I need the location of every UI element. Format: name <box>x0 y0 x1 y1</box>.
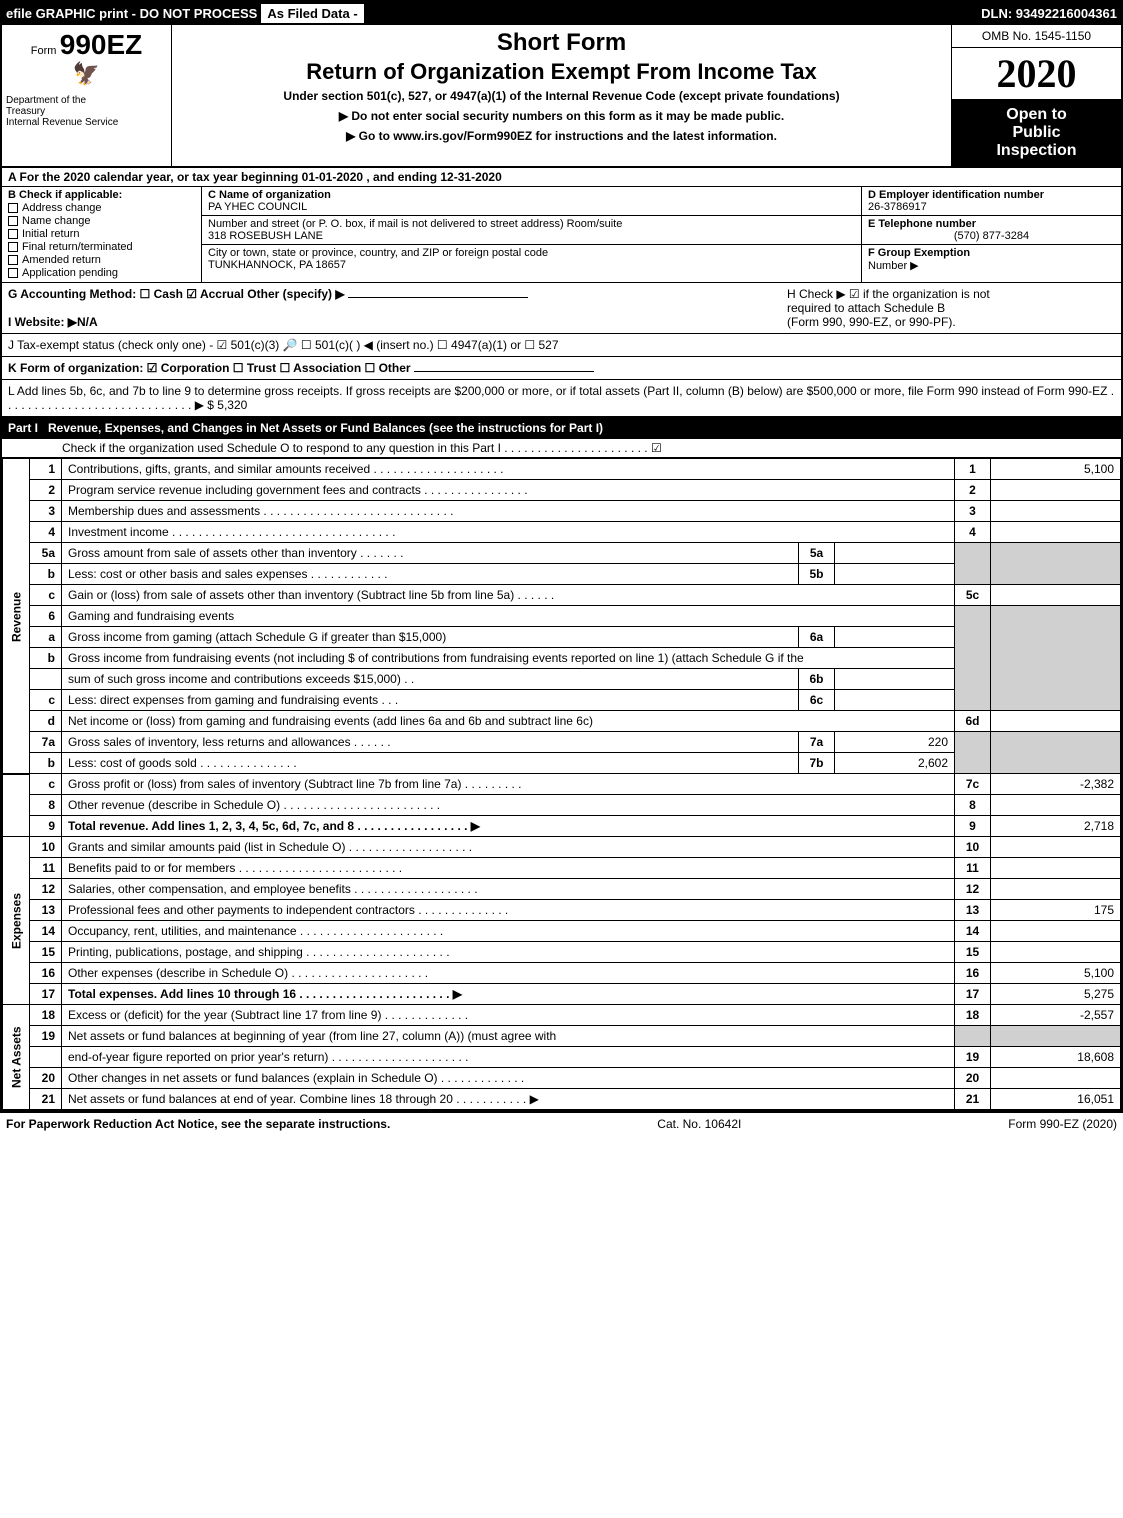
dln-label: DLN: 93492216004361 <box>981 6 1117 21</box>
line-6a-value <box>835 627 955 648</box>
line-7a-value: 220 <box>835 732 955 753</box>
street-address: 318 ROSEBUSH LANE <box>208 230 855 242</box>
telephone: (570) 877-3284 <box>868 230 1115 242</box>
line-8-value <box>991 795 1121 816</box>
line-6d-value <box>991 711 1121 732</box>
footer-center: Cat. No. 10642I <box>657 1117 741 1131</box>
line-g: G Accounting Method: ☐ Cash ☑ Accrual Ot… <box>8 287 345 301</box>
part-1-check: Check if the organization used Schedule … <box>2 439 1121 458</box>
line-6b-value <box>835 669 955 690</box>
line-13-value: 175 <box>991 900 1121 921</box>
e-label: E Telephone number <box>868 218 1115 230</box>
ein: 26-3786917 <box>868 201 1115 213</box>
line-i: I Website: ▶N/A <box>8 315 98 329</box>
line-l: L Add lines 5b, 6c, and 7b to line 9 to … <box>2 380 1121 417</box>
line-6c-value <box>835 690 955 711</box>
checkbox-application-pending[interactable] <box>8 268 18 278</box>
line-5a-value <box>835 543 955 564</box>
line-2-value <box>991 480 1121 501</box>
short-form-label: Short Form <box>180 29 943 57</box>
footer-right: Form 990-EZ (2020) <box>1008 1117 1117 1131</box>
part-1-title: Revenue, Expenses, and Changes in Net As… <box>48 421 603 435</box>
page-footer: For Paperwork Reduction Act Notice, see … <box>0 1112 1123 1135</box>
line-a: A For the 2020 calendar year, or tax yea… <box>2 168 1121 187</box>
line-4-value <box>991 522 1121 543</box>
line-7b-value: 2,602 <box>835 753 955 774</box>
line-14-value <box>991 921 1121 942</box>
do-not-enter: ▶ Do not enter social security numbers o… <box>180 109 943 123</box>
department-label: Department of the Treasury Internal Reve… <box>6 95 167 128</box>
line-10-value <box>991 837 1121 858</box>
irs-eagle-icon: 🦅 <box>6 61 167 87</box>
line-3-value <box>991 501 1121 522</box>
open-to-public: Open to Public Inspection <box>952 100 1121 166</box>
omb-number: OMB No. 1545-1150 <box>952 25 1121 48</box>
checkbox-amended[interactable] <box>8 255 18 265</box>
header-left: Form 990EZ 🦅 Department of the Treasury … <box>2 25 172 166</box>
checkbox-initial-return[interactable] <box>8 229 18 239</box>
under-section: Under section 501(c), 527, or 4947(a)(1)… <box>180 89 943 103</box>
line-1-value: 5,100 <box>991 459 1121 480</box>
line-16-value: 5,100 <box>991 963 1121 984</box>
form-prefix: Form <box>31 45 57 57</box>
line-18-value: -2,557 <box>991 1005 1121 1026</box>
line-17-value: 5,275 <box>991 984 1121 1005</box>
revenue-table: Revenue 1 Contributions, gifts, grants, … <box>2 458 1121 1110</box>
expenses-section-label: Expenses <box>3 837 30 1005</box>
city-label: City or town, state or province, country… <box>208 247 855 259</box>
line-5c-value <box>991 585 1121 606</box>
c-label: C Name of organization <box>208 189 855 201</box>
street-label: Number and street (or P. O. box, if mail… <box>208 218 855 230</box>
line-20-value <box>991 1068 1121 1089</box>
line-12-value <box>991 879 1121 900</box>
check-if-applicable: B Check if applicable: Address change Na… <box>2 187 202 282</box>
checkbox-final-return[interactable] <box>8 242 18 252</box>
line-19-value: 18,608 <box>991 1047 1121 1068</box>
form-990ez: efile GRAPHIC print - DO NOT PROCESS As … <box>0 0 1123 1112</box>
org-form-other-input[interactable] <box>414 371 594 372</box>
city-state-zip: TUNKHANNOCK, PA 18657 <box>208 259 855 271</box>
as-filed-label: As Filed Data - <box>261 4 363 23</box>
checkbox-name-change[interactable] <box>8 216 18 226</box>
efile-label: efile GRAPHIC print - DO NOT PROCESS <box>6 6 257 21</box>
header-right: OMB No. 1545-1150 2020 Open to Public In… <box>951 25 1121 166</box>
b-heading: B Check if applicable: <box>8 189 195 201</box>
part-1-header: Part I Revenue, Expenses, and Changes in… <box>2 417 1121 439</box>
form-header: Form 990EZ 🦅 Department of the Treasury … <box>2 25 1121 168</box>
line-21-value: 16,051 <box>991 1089 1121 1110</box>
d-label: D Employer identification number <box>868 189 1115 201</box>
line-k: K Form of organization: ☑ Corporation ☐ … <box>2 357 1121 380</box>
right-info: D Employer identification number 26-3786… <box>861 187 1121 282</box>
org-info: C Name of organization PA YHEC COUNCIL N… <box>202 187 861 282</box>
line-7c-value: -2,382 <box>991 774 1121 795</box>
f-label2: Number ▶ <box>868 260 919 272</box>
goto-link: ▶ Go to www.irs.gov/Form990EZ for instru… <box>180 129 943 143</box>
part-1-label: Part I <box>8 421 38 435</box>
line-15-value <box>991 942 1121 963</box>
tax-year: 2020 <box>952 48 1121 100</box>
form-code: 990EZ <box>60 29 143 60</box>
line-g-h: G Accounting Method: ☐ Cash ☑ Accrual Ot… <box>2 283 1121 334</box>
section-b: B Check if applicable: Address change Na… <box>2 187 1121 283</box>
revenue-section-label: Revenue <box>3 459 30 774</box>
f-label: F Group Exemption <box>868 247 970 259</box>
line-h: H Check ▶ ☑ if the organization is not r… <box>781 283 1121 333</box>
line-11-value <box>991 858 1121 879</box>
line-9-value: 2,718 <box>991 816 1121 837</box>
checkbox-address-change[interactable] <box>8 203 18 213</box>
header-center: Short Form Return of Organization Exempt… <box>172 25 951 166</box>
return-title: Return of Organization Exempt From Incom… <box>180 59 943 85</box>
accounting-other-input[interactable] <box>348 297 528 298</box>
footer-left: For Paperwork Reduction Act Notice, see … <box>6 1117 390 1131</box>
top-bar: efile GRAPHIC print - DO NOT PROCESS As … <box>2 2 1121 25</box>
line-5b-value <box>835 564 955 585</box>
org-name: PA YHEC COUNCIL <box>208 201 855 213</box>
netassets-section-label: Net Assets <box>3 1005 30 1110</box>
line-j: J Tax-exempt status (check only one) - ☑… <box>2 334 1121 357</box>
